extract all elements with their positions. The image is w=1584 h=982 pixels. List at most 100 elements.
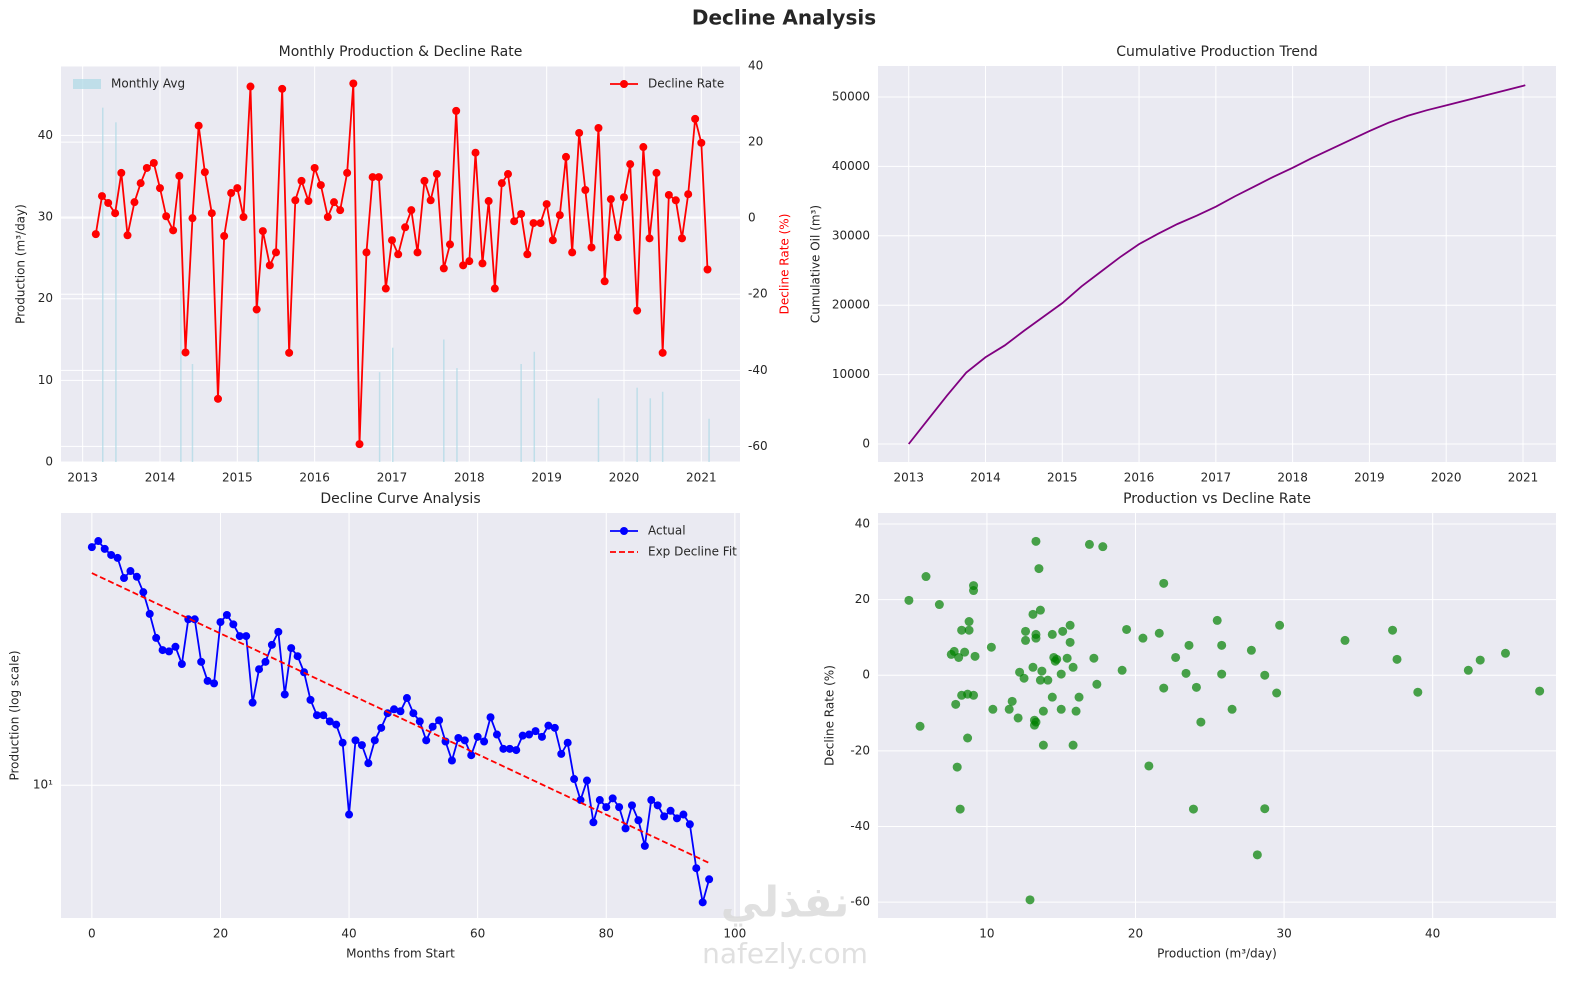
scatter-point <box>1056 704 1066 714</box>
line-marker <box>435 716 444 725</box>
x-tick-label: 2017 <box>1201 471 1232 485</box>
legend-label: Exp Decline Fit <box>648 545 737 559</box>
line-marker <box>149 159 158 168</box>
line-marker <box>486 713 495 722</box>
line-marker <box>155 184 164 193</box>
scatter-point <box>970 651 980 661</box>
scatter-point <box>1043 675 1053 685</box>
scatter-point <box>1475 655 1485 665</box>
x-tick-label: 60 <box>470 927 485 941</box>
line-marker <box>287 644 296 653</box>
bar <box>191 364 194 462</box>
line-marker <box>542 200 551 209</box>
line-marker <box>229 620 238 629</box>
y-tick-label: 20 <box>38 291 53 305</box>
line-marker <box>490 284 499 293</box>
subplot-title: Production vs Decline Rate <box>1123 491 1311 507</box>
line-marker <box>107 550 116 559</box>
x-tick-label: 40 <box>1425 927 1440 941</box>
y-axis-label: Production (log scale) <box>8 650 22 780</box>
series-line <box>908 84 1526 445</box>
scatter-point <box>1029 715 1039 725</box>
line-marker <box>381 284 390 293</box>
y2-tick-label: -60 <box>748 439 768 453</box>
line-marker <box>454 733 463 742</box>
scatter-point <box>955 804 965 814</box>
scatter-point <box>1058 626 1068 636</box>
scatter-point <box>1038 706 1048 716</box>
line-marker <box>368 173 377 182</box>
line-marker <box>396 707 405 716</box>
line-marker <box>413 248 422 257</box>
line-marker <box>113 553 122 562</box>
line-marker <box>452 106 461 115</box>
line-marker <box>200 168 209 177</box>
y2-tick-label: 0 <box>748 211 756 225</box>
line-marker <box>536 219 545 228</box>
x-tick-label: 2020 <box>609 471 640 485</box>
line-marker <box>658 348 667 357</box>
line-marker <box>550 723 559 732</box>
bar <box>257 298 259 462</box>
scatter-point <box>1037 666 1047 676</box>
line-marker <box>323 213 332 222</box>
scatter-point <box>934 600 944 610</box>
line-marker <box>684 190 693 199</box>
line-marker <box>652 168 661 177</box>
line-marker <box>278 84 287 93</box>
line-marker <box>639 143 648 152</box>
line-marker <box>703 265 712 274</box>
scatter-point <box>915 721 925 731</box>
scatter-point <box>1098 542 1108 552</box>
line-marker <box>626 160 635 169</box>
line-marker <box>362 248 371 257</box>
series-line <box>94 83 709 445</box>
line-marker <box>685 820 694 829</box>
scatter-point <box>1388 625 1398 635</box>
x-tick-label: 2017 <box>377 471 408 485</box>
bar <box>378 372 381 462</box>
line-marker <box>677 234 686 243</box>
line-marker <box>111 209 120 218</box>
line-marker <box>664 190 673 199</box>
line-marker <box>387 236 396 245</box>
line-marker <box>304 197 313 206</box>
line-marker <box>104 198 113 207</box>
line-marker <box>233 184 242 193</box>
line-marker <box>370 736 379 745</box>
y-axis-label: Cumulative Oil (m³) <box>809 205 823 323</box>
line-marker <box>97 192 106 201</box>
scatter-point <box>1062 653 1072 663</box>
line-marker <box>181 348 190 357</box>
line-marker <box>602 803 611 812</box>
x-tick-label: 2014 <box>970 471 1001 485</box>
line-marker <box>235 632 244 641</box>
line-marker <box>203 676 212 685</box>
line-marker <box>445 240 454 249</box>
line-marker <box>568 248 577 257</box>
line-marker <box>575 128 584 137</box>
legend-label: Actual <box>648 524 686 538</box>
line-marker <box>319 711 328 720</box>
line-marker <box>621 824 630 833</box>
line-marker <box>343 168 352 177</box>
x-tick-label: 10 <box>979 927 994 941</box>
scatter-point <box>964 617 974 627</box>
line-marker <box>510 217 519 226</box>
line-marker <box>537 732 546 741</box>
scatter-point <box>960 647 970 657</box>
scatter-point <box>1034 564 1044 574</box>
line-marker <box>439 264 448 273</box>
scatter-point <box>988 704 998 714</box>
line-marker <box>473 732 482 741</box>
scatter-point <box>1217 669 1227 679</box>
legend-label: Decline Rate <box>648 77 724 91</box>
bar <box>520 364 522 462</box>
line-marker <box>220 232 229 241</box>
bar <box>649 398 652 462</box>
line-marker <box>570 775 579 784</box>
line-marker <box>471 148 480 157</box>
scatter-point <box>1227 704 1237 714</box>
y-tick-label: 0 <box>45 455 53 469</box>
bar <box>597 398 600 462</box>
